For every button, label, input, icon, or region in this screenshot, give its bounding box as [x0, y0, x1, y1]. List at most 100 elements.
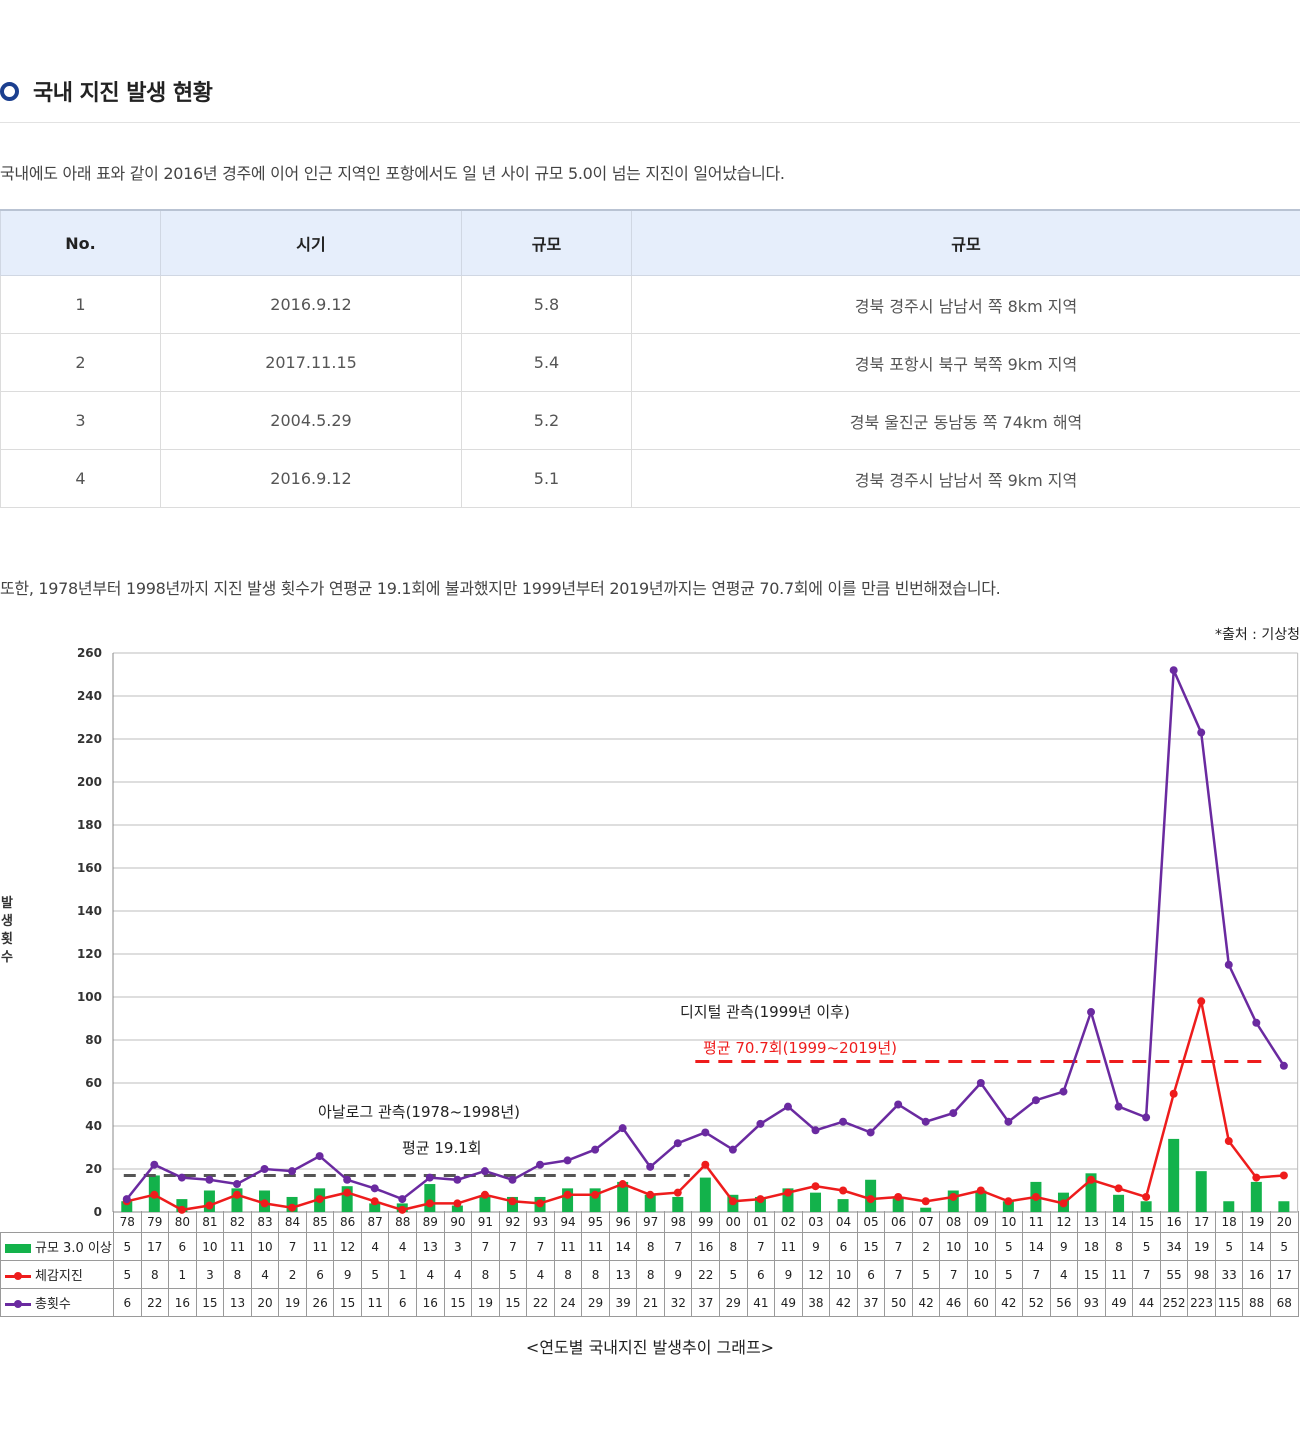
- point-felt: [1059, 1199, 1068, 1208]
- data-value: 6: [168, 1232, 197, 1261]
- point-felt: [646, 1190, 655, 1199]
- data-value: 16: [691, 1232, 721, 1261]
- point-total: [976, 1079, 985, 1087]
- x-tick-label: 02: [774, 1211, 803, 1233]
- data-value: 37: [856, 1288, 886, 1317]
- data-value: 98: [1187, 1260, 1216, 1289]
- x-tick-label: 92: [498, 1211, 528, 1233]
- data-value: 9: [801, 1232, 831, 1261]
- x-tick-label: 93: [526, 1211, 555, 1233]
- point-felt: [508, 1197, 517, 1206]
- x-tick-label: 20: [1269, 1211, 1299, 1233]
- data-value: 56: [1049, 1288, 1079, 1317]
- point-felt: [150, 1190, 159, 1199]
- data-value: 4: [416, 1260, 445, 1289]
- data-row: 규모 3.0 이상 5 17 6 10 11 10 7 11 12 4 4 13 3 7 7 7 11 11 14 8 7…: [0, 1232, 1299, 1261]
- data-value: 19: [1187, 1232, 1216, 1261]
- bar-magnitude3: [451, 1205, 463, 1212]
- y-tick-label: 0: [94, 1205, 102, 1219]
- x-tick-label: 17: [1187, 1211, 1216, 1233]
- bar-magnitude3: [424, 1184, 436, 1212]
- legend-bar-icon: [5, 1244, 31, 1253]
- bar-magnitude3: [562, 1188, 574, 1212]
- table-corner: [1, 1211, 114, 1233]
- bar-magnitude3: [1250, 1181, 1262, 1212]
- data-value: 11: [581, 1232, 610, 1261]
- data-value: 14: [1242, 1232, 1271, 1261]
- data-value: 13: [223, 1288, 252, 1317]
- data-value: 13: [608, 1260, 638, 1289]
- point-total: [260, 1165, 269, 1173]
- data-value: 17: [140, 1232, 170, 1261]
- bar-magnitude3: [176, 1199, 188, 1212]
- point-felt: [1114, 1184, 1123, 1193]
- point-felt: [480, 1190, 489, 1199]
- point-total: [232, 1180, 241, 1189]
- bar-magnitude3: [699, 1177, 711, 1212]
- cell-magnitude: 5.4: [461, 333, 632, 392]
- bar-magnitude3: [1002, 1201, 1014, 1212]
- x-tick-label: 09: [966, 1211, 996, 1233]
- cell-location: 경북 경주시 남남서 쪽 9km 지역: [631, 449, 1300, 508]
- bar-magnitude3: [644, 1194, 656, 1212]
- data-value: 6: [829, 1232, 858, 1261]
- point-felt: [728, 1197, 737, 1206]
- point-felt: [783, 1188, 792, 1197]
- x-tick-label: 12: [1049, 1211, 1079, 1233]
- point-total: [1059, 1087, 1068, 1096]
- point-felt: [260, 1199, 269, 1208]
- data-value: 15: [443, 1288, 473, 1317]
- x-tick-label: 18: [1214, 1211, 1244, 1233]
- data-value: 50: [884, 1288, 913, 1317]
- x-tick-label: 01: [746, 1211, 776, 1233]
- cell-location: 경북 포항시 북구 북쪽 9km 지역: [631, 333, 1300, 392]
- data-value: 13: [416, 1232, 445, 1261]
- data-value: 11: [223, 1232, 252, 1261]
- bar-magnitude3: [1140, 1201, 1152, 1212]
- data-value: 5: [994, 1232, 1024, 1261]
- x-tick-label: 19: [1242, 1211, 1271, 1233]
- point-total: [811, 1126, 820, 1135]
- data-value: 5: [719, 1260, 748, 1289]
- header-location: 규모: [631, 209, 1300, 276]
- cell-location: 경북 울진군 동남동 쪽 74km 해역: [631, 391, 1300, 450]
- point-felt: [370, 1197, 379, 1206]
- data-value: 3: [195, 1260, 225, 1289]
- bar-magnitude3: [589, 1188, 601, 1212]
- data-value: 37: [691, 1288, 721, 1317]
- y-tick-label: 160: [77, 861, 102, 875]
- point-total: [1169, 666, 1178, 675]
- data-value: 17: [1269, 1260, 1299, 1289]
- y-tick-label: 80: [85, 1033, 102, 1047]
- point-felt: [976, 1186, 985, 1195]
- x-tick-label: 14: [1104, 1211, 1134, 1233]
- data-value: 5: [1214, 1232, 1244, 1261]
- data-value: 11: [553, 1232, 583, 1261]
- x-tick-label: 11: [1022, 1211, 1051, 1233]
- y-tick-label: 220: [77, 732, 102, 746]
- point-total: [591, 1145, 600, 1154]
- x-tick-label: 89: [416, 1211, 445, 1233]
- series-line-total: [125, 669, 1285, 1201]
- point-total: [1252, 1018, 1261, 1027]
- x-tick-label: 16: [1159, 1211, 1189, 1233]
- point-total: [1279, 1061, 1288, 1070]
- data-value: 7: [939, 1260, 968, 1289]
- point-felt: [425, 1199, 434, 1208]
- data-value: 4: [526, 1260, 555, 1289]
- section-title: 국내 지진 발생 현황: [33, 81, 213, 106]
- bar-magnitude3: [203, 1190, 215, 1212]
- x-tick-label: 96: [608, 1211, 638, 1233]
- table-header-row: No. 시기 규모 규모: [0, 209, 1300, 276]
- earthquake-table: No. 시기 규모 규모 1 2016.9.12 5.8 경북 경주시 남남서 …: [0, 209, 1300, 508]
- point-total: [701, 1128, 710, 1137]
- point-total: [646, 1162, 655, 1171]
- x-tick-label: 95: [581, 1211, 610, 1233]
- data-value: 16: [1242, 1260, 1271, 1289]
- data-value: 2: [911, 1232, 941, 1261]
- bar-magnitude3: [975, 1190, 987, 1212]
- data-value: 8: [636, 1232, 665, 1261]
- cell-no: 3: [0, 391, 161, 450]
- data-value: 42: [994, 1288, 1024, 1317]
